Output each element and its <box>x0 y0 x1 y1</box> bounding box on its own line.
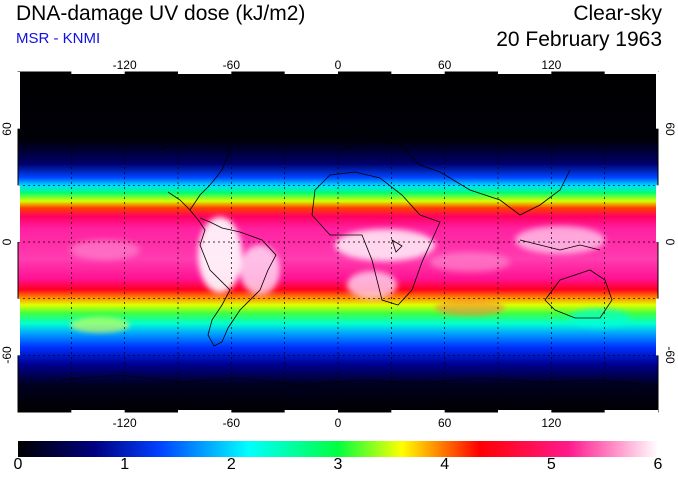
lon-tick-label-top: 60 <box>437 58 452 72</box>
north-america-coast <box>159 137 231 211</box>
lake-victoria <box>391 239 403 253</box>
frame-tick-segment <box>178 410 232 414</box>
lat-tick-label-right: 60 <box>663 121 677 136</box>
lon-tick-label-top: -60 <box>222 58 240 72</box>
frame-tick-segment <box>178 70 232 74</box>
frame-tick-segment <box>16 298 20 356</box>
coastlines <box>59 137 641 386</box>
eurasia-coast <box>339 139 571 216</box>
africa-coast <box>311 171 441 306</box>
frame-tick-segment <box>656 298 660 356</box>
frame-tick-segment <box>71 410 125 414</box>
colorbar-label: 2 <box>226 456 236 473</box>
graticule <box>18 72 658 412</box>
lat-tick-label-right: 0 <box>663 238 677 246</box>
source-label: MSR - KNMI <box>16 30 101 47</box>
south-america-coast <box>167 191 277 347</box>
australia-coast <box>544 269 613 319</box>
date-label: 20 February 1963 <box>496 28 662 51</box>
lon-tick-label-bottom: -60 <box>222 416 240 430</box>
frame-ticks <box>16 70 660 414</box>
frame-tick-segment <box>391 70 445 74</box>
colorbar-label: 6 <box>653 456 663 473</box>
frame-tick-segment <box>16 72 20 129</box>
frame-tick-segment <box>498 70 552 74</box>
colorbar-label: 1 <box>120 456 130 473</box>
frame-tick-segment <box>604 410 658 414</box>
indonesia-coast <box>519 239 601 251</box>
frame-tick-segment <box>656 185 660 242</box>
colorbar <box>18 441 658 457</box>
sky-condition-label: Clear-sky <box>573 2 662 25</box>
frame-tick-segment <box>16 185 20 242</box>
map-title: DNA-damage UV dose (kJ/m2) <box>16 2 306 25</box>
lat-tick-label-left: 0 <box>0 238 14 246</box>
frame-tick-segment <box>71 70 125 74</box>
colorbar-label: 5 <box>546 456 556 473</box>
lat-tick-label-right: -60 <box>663 346 677 364</box>
lon-tick-label-bottom: 60 <box>437 416 452 430</box>
lat-tick-label-left: 60 <box>0 121 14 136</box>
lon-tick-label-top: 0 <box>334 58 342 72</box>
frame-tick-segment <box>284 410 338 414</box>
lat-tick-label-left: -60 <box>0 346 14 364</box>
frame-tick-segment <box>284 70 338 74</box>
lon-tick-label-bottom: -120 <box>112 416 137 430</box>
antarctica-coast <box>59 374 641 386</box>
lon-tick-label-bottom: 120 <box>541 416 562 430</box>
frame-tick-segment <box>604 70 658 74</box>
frame-tick-segment <box>656 72 660 129</box>
lon-tick-label-top: 120 <box>541 58 562 72</box>
lon-tick-label-bottom: 0 <box>334 416 342 430</box>
colorbar-label: 0 <box>13 456 23 473</box>
colorbar-label: 4 <box>440 456 450 473</box>
lon-tick-label-top: -120 <box>112 58 137 72</box>
colorbar-label: 3 <box>333 456 343 473</box>
frame-tick-segment <box>391 410 445 414</box>
frame-tick-segment <box>498 410 552 414</box>
